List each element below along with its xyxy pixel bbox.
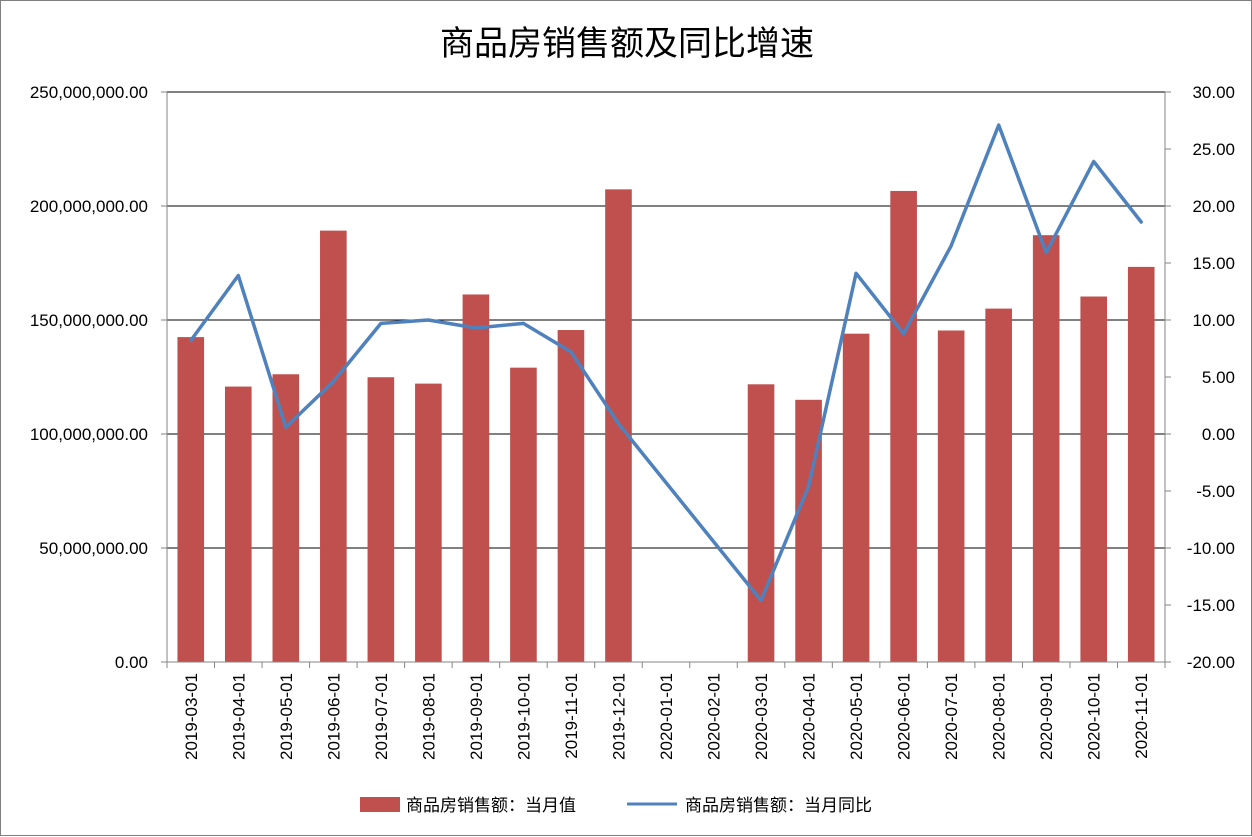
x-axis-tick-labels: 2019-03-01 2019-04-01 2019-05-01 2019-06-01…: [182, 673, 1151, 760]
x-axis-tick-label: 2019-03-01: [182, 673, 201, 760]
bar: [1033, 235, 1060, 662]
left-axis-tick-label: 0.00: [115, 653, 148, 672]
right-axis-tick-label: 10.00: [1192, 311, 1235, 330]
left-axis-tick-label: 250,000,000.00: [30, 83, 148, 102]
bar: [225, 387, 252, 662]
bar: [843, 334, 870, 662]
right-axis-tick-labels: -20.00 -15.00 -10.00 -5.00 0.00 5.00 10.00 15.0…: [1187, 83, 1235, 672]
x-axis-tick-label: 2019-09-01: [467, 673, 486, 760]
bar: [1080, 297, 1107, 662]
left-axis-tick-labels: 0.00 50,000,000.00 100,000,000.00 150,000,0…: [30, 83, 148, 672]
right-axis-tick-label: 25.00: [1192, 140, 1235, 159]
x-axis-tick-label: 2020-11-01: [1132, 673, 1151, 759]
x-axis-tick-label: 2019-05-01: [277, 673, 296, 760]
bar: [558, 330, 585, 662]
left-axis-tick-label: 150,000,000.00: [30, 311, 148, 330]
bar: [368, 377, 395, 662]
bar: [177, 337, 204, 662]
right-axis-tick-label: -5.00: [1196, 482, 1235, 501]
x-axis-tick-label: 2020-07-01: [942, 673, 961, 760]
legend: 商品房销售额：当月值 商品房销售额：当月同比: [360, 796, 872, 816]
left-axis-tick-label: 200,000,000.00: [30, 197, 148, 216]
x-axis-tick-label: 2019-04-01: [229, 673, 248, 760]
legend-bar-label: 商品房销售额：当月值: [406, 796, 576, 816]
legend-bar-swatch: [360, 797, 400, 812]
left-axis-tick-label: 100,000,000.00: [30, 425, 148, 444]
left-axis-tick-label: 50,000,000.00: [39, 539, 148, 558]
right-axis-tick-label: 30.00: [1192, 83, 1235, 102]
bar-series: [177, 189, 1154, 662]
x-axis-tick-label: 2019-07-01: [372, 673, 391, 760]
x-axis-tick-label: 2019-10-01: [514, 673, 533, 760]
bar: [985, 309, 1012, 662]
bar: [510, 368, 537, 662]
x-axis-tick-label: 2020-05-01: [847, 673, 866, 760]
bar: [890, 191, 917, 662]
bar: [320, 231, 347, 662]
x-axis-tick-label: 2020-10-01: [1085, 673, 1104, 760]
bar: [1128, 267, 1155, 662]
gridlines: [167, 92, 1165, 662]
right-axis-tick-label: 20.00: [1192, 197, 1235, 216]
x-axis-tick-label: 2020-08-01: [990, 673, 1009, 760]
x-axis-tick-label: 2020-09-01: [1037, 673, 1056, 760]
x-axis-tick-label: 2019-06-01: [324, 673, 343, 760]
x-axis-tick-label: 2020-06-01: [895, 673, 914, 760]
right-axis-tick-label: -20.00: [1187, 653, 1235, 672]
right-axis-tick-label: 15.00: [1192, 254, 1235, 273]
right-axis-tick-label: 0.00: [1202, 425, 1235, 444]
right-axis-tick-label: 5.00: [1202, 368, 1235, 387]
x-axis-tick-label: 2020-01-01: [657, 673, 676, 760]
bar: [415, 384, 442, 662]
x-axis-tick-label: 2019-11-01: [562, 673, 581, 759]
bar: [463, 294, 490, 662]
x-axis-tick-label: 2020-02-01: [705, 673, 724, 760]
right-axis-tick-label: -15.00: [1187, 596, 1235, 615]
legend-line-label: 商品房销售额：当月同比: [685, 796, 872, 816]
bar: [748, 384, 775, 662]
x-axis-tick-label: 2019-12-01: [609, 673, 628, 760]
chart-title: 商品房销售额及同比增速: [440, 24, 814, 64]
right-axis-tick-label: -10.00: [1187, 539, 1235, 558]
x-axis-tick-label: 2020-03-01: [752, 673, 771, 760]
bar: [938, 330, 965, 662]
x-axis-tick-label: 2020-04-01: [800, 673, 819, 760]
x-axis-tick-label: 2019-08-01: [419, 673, 438, 760]
